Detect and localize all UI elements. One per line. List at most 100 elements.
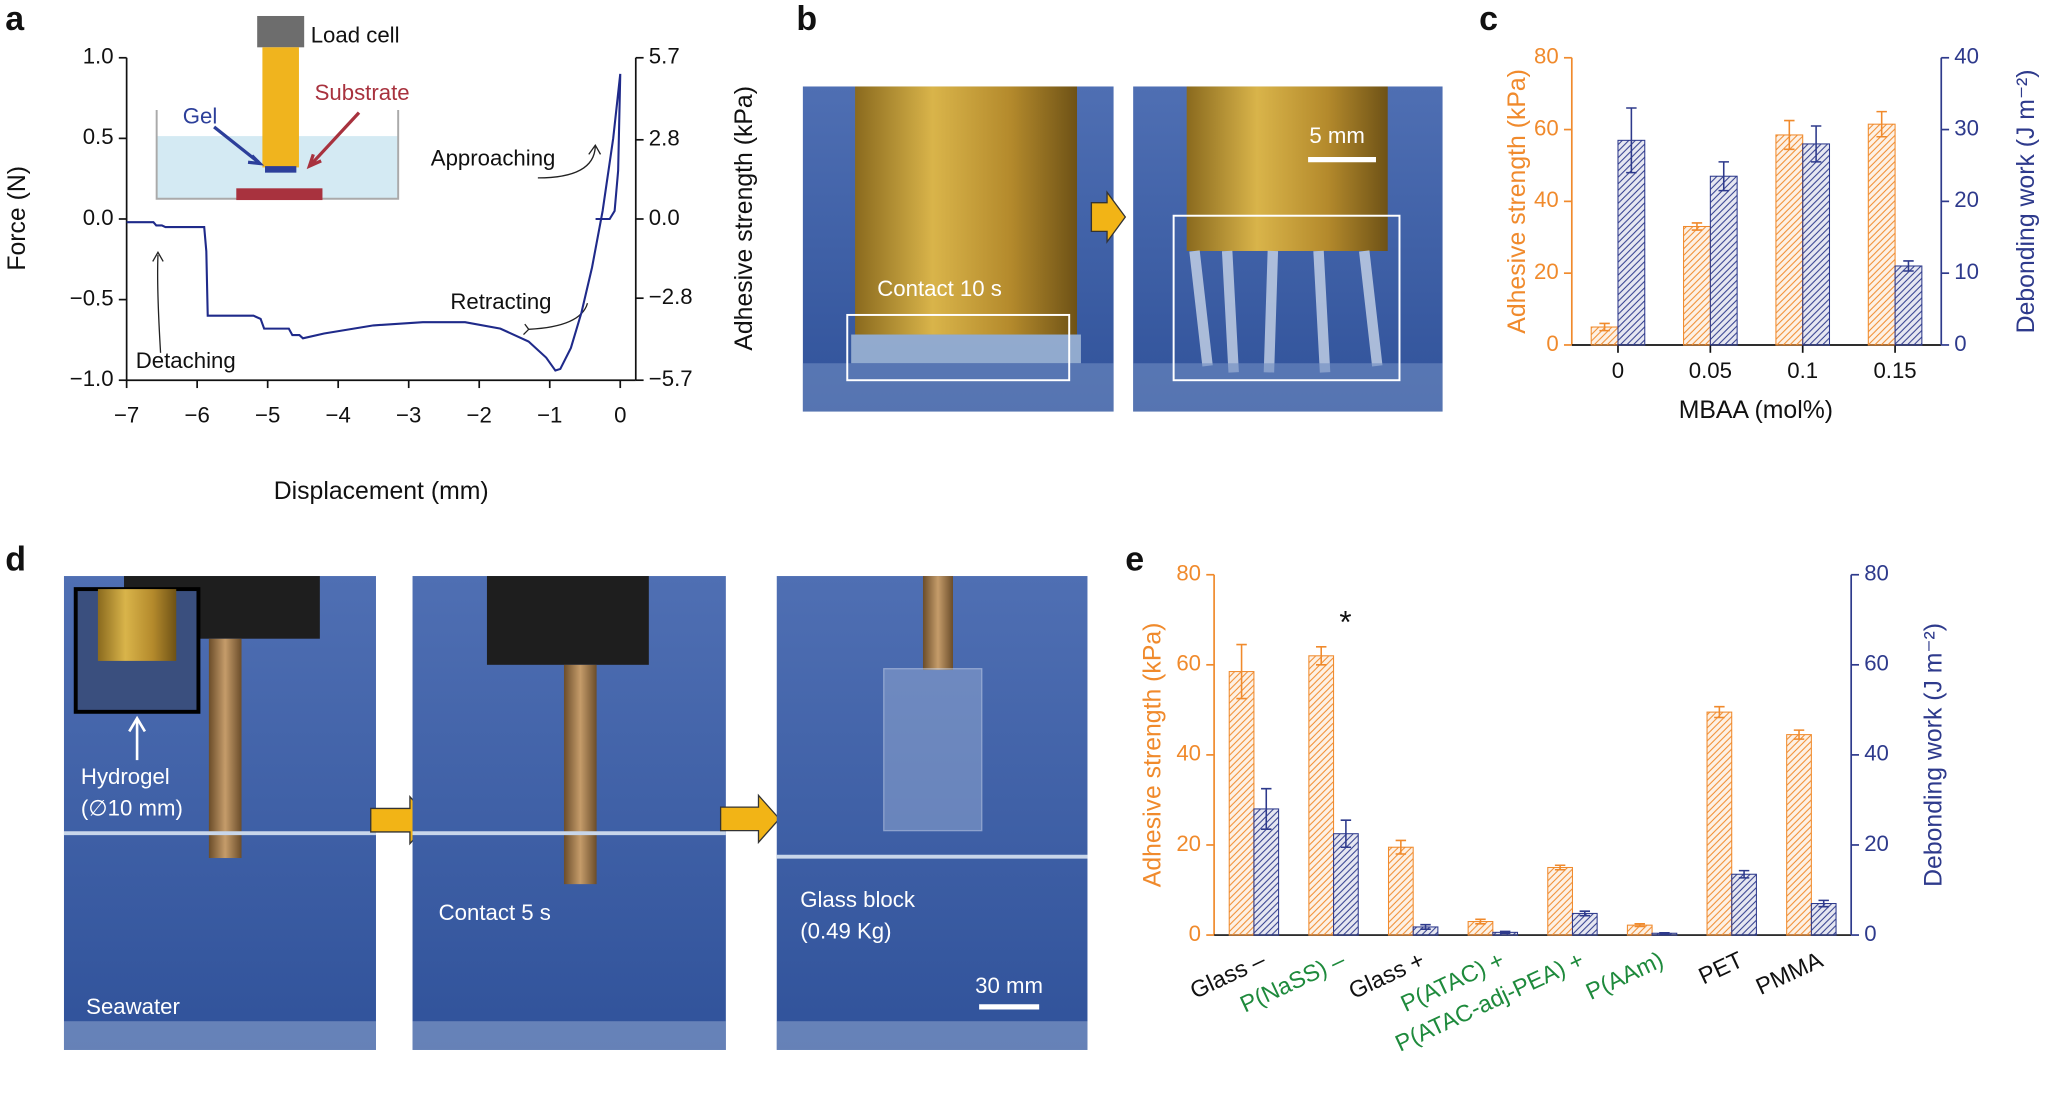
x-tick-label: −4 (326, 403, 351, 428)
error-bar (1793, 729, 1805, 740)
x-tick-label: P(AAm) (1582, 946, 1667, 1004)
y-tick-label: 0 (1189, 921, 1201, 946)
y2-tick-label: 0 (1864, 921, 1876, 946)
inset-label: Gel (183, 104, 218, 129)
bar (1547, 866, 1573, 936)
y-tick-label: 20 (1534, 259, 1559, 284)
photo-label: Hydrogel (81, 764, 170, 789)
photo-label: Glass block (800, 887, 916, 912)
bar (1709, 175, 1738, 346)
error-bar (1261, 787, 1272, 830)
y2-tick-label: 10 (1954, 259, 1979, 284)
y-tick-label: 60 (1534, 115, 1559, 140)
error-bar (1903, 260, 1914, 272)
error-bar (1818, 899, 1829, 908)
scale-label: 30 mm (975, 973, 1043, 998)
photo: Contact 10 s (802, 86, 1114, 412)
x-tick-label: 0 (1612, 358, 1624, 383)
bar (1775, 134, 1804, 346)
x-tick-label: −7 (114, 403, 139, 428)
y-tick-label: 80 (1534, 44, 1559, 69)
arrow (719, 793, 781, 845)
y2-tick-label: 40 (1954, 44, 1979, 69)
panel-label: d (5, 541, 26, 579)
scale-label: 5 mm (1309, 123, 1364, 148)
annotation: Retracting (450, 289, 551, 314)
photo-label: Contact 5 s (439, 900, 551, 925)
y-tick-label: 0.5 (83, 124, 114, 149)
error-bar (1395, 839, 1407, 855)
x-tick-label: 0.15 (1873, 358, 1916, 383)
y2-tick-label: 30 (1954, 115, 1979, 140)
error-bar (1340, 819, 1352, 849)
y-tick-label: 40 (1534, 187, 1559, 212)
annotation-arrows (152, 144, 602, 353)
y2-axis-label: Debonding work (J m⁻²) (2013, 69, 2040, 333)
error-bar (1599, 322, 1610, 332)
y2-axis-label: Adhesive strength (kPa) (731, 86, 758, 351)
inset-label: Load cell (311, 23, 400, 48)
photo: Glass block (0.49 Kg) 30 mm (776, 576, 1088, 1050)
error-bar (1315, 646, 1327, 666)
bar (1333, 833, 1359, 936)
error-bar (1784, 119, 1795, 151)
photo-label: Contact 10 s (877, 276, 1002, 301)
error-bar (1626, 107, 1637, 174)
y2-axis-label: Debonding work (J m⁻²) (1920, 623, 1947, 887)
photo-label: Seawater (86, 994, 180, 1019)
x-axis-label: Displacement (mm) (274, 478, 489, 505)
y2-tick-label: 80 (1864, 561, 1889, 586)
y-tick-label: 0 (1546, 331, 1558, 356)
y-tick-label: 20 (1176, 831, 1201, 856)
x-tick-label: −1 (537, 403, 562, 428)
annotation: Detaching (136, 348, 236, 373)
panel-label: b (796, 0, 817, 38)
y-tick-label: 40 (1176, 741, 1201, 766)
photo: Hydrogel (∅10 mm) Seawater (63, 576, 376, 1050)
error-bar (1554, 864, 1566, 871)
y-tick-label: 80 (1176, 561, 1201, 586)
y2-tick-label: 60 (1864, 651, 1889, 676)
y-tick-label: 60 (1176, 651, 1201, 676)
inset-schematic (155, 15, 400, 201)
photo: Contact 5 s (412, 576, 726, 1050)
y-axis-label: Adhesive strength (kPa) (1140, 623, 1167, 888)
panel-label: e (1125, 541, 1144, 579)
bar (1308, 655, 1335, 936)
x-tick-label: −5 (255, 403, 280, 428)
y-tick-label: −0.5 (70, 285, 114, 310)
y-axis-label: Force (N) (4, 166, 31, 271)
y2-tick-label: −5.7 (649, 366, 693, 391)
photo-label: (∅10 mm) (81, 796, 183, 821)
y2-tick-label: 0.0 (649, 205, 680, 230)
bar (1228, 671, 1255, 936)
bar (1387, 846, 1414, 936)
error-bar (1718, 161, 1729, 192)
x-tick-label: −3 (396, 403, 421, 428)
error-bar (1236, 643, 1247, 700)
y2-tick-label: 0 (1954, 331, 1966, 356)
bar (1683, 225, 1711, 346)
y2-tick-label: 20 (1864, 831, 1889, 856)
photo-label: (0.49 Kg) (800, 918, 891, 943)
bar (1706, 711, 1733, 936)
bar (1786, 734, 1812, 936)
line (126, 73, 622, 372)
arrow (1090, 190, 1127, 244)
annotation: Approaching (431, 145, 556, 170)
bar (1731, 873, 1757, 936)
error-bar (1659, 932, 1670, 935)
y2-tick-label: 20 (1954, 187, 1979, 212)
error-bar (1420, 923, 1431, 930)
error-bar (1876, 110, 1887, 138)
error-bar (1810, 125, 1822, 163)
y2-tick-label: −2.8 (649, 284, 693, 309)
bar (1802, 143, 1831, 346)
x-tick-label: 0.1 (1787, 358, 1818, 383)
error-bar (1714, 705, 1725, 719)
error-bar (1475, 918, 1486, 925)
y-tick-label: 1.0 (83, 44, 114, 69)
photo: 5 mm (1133, 86, 1443, 412)
